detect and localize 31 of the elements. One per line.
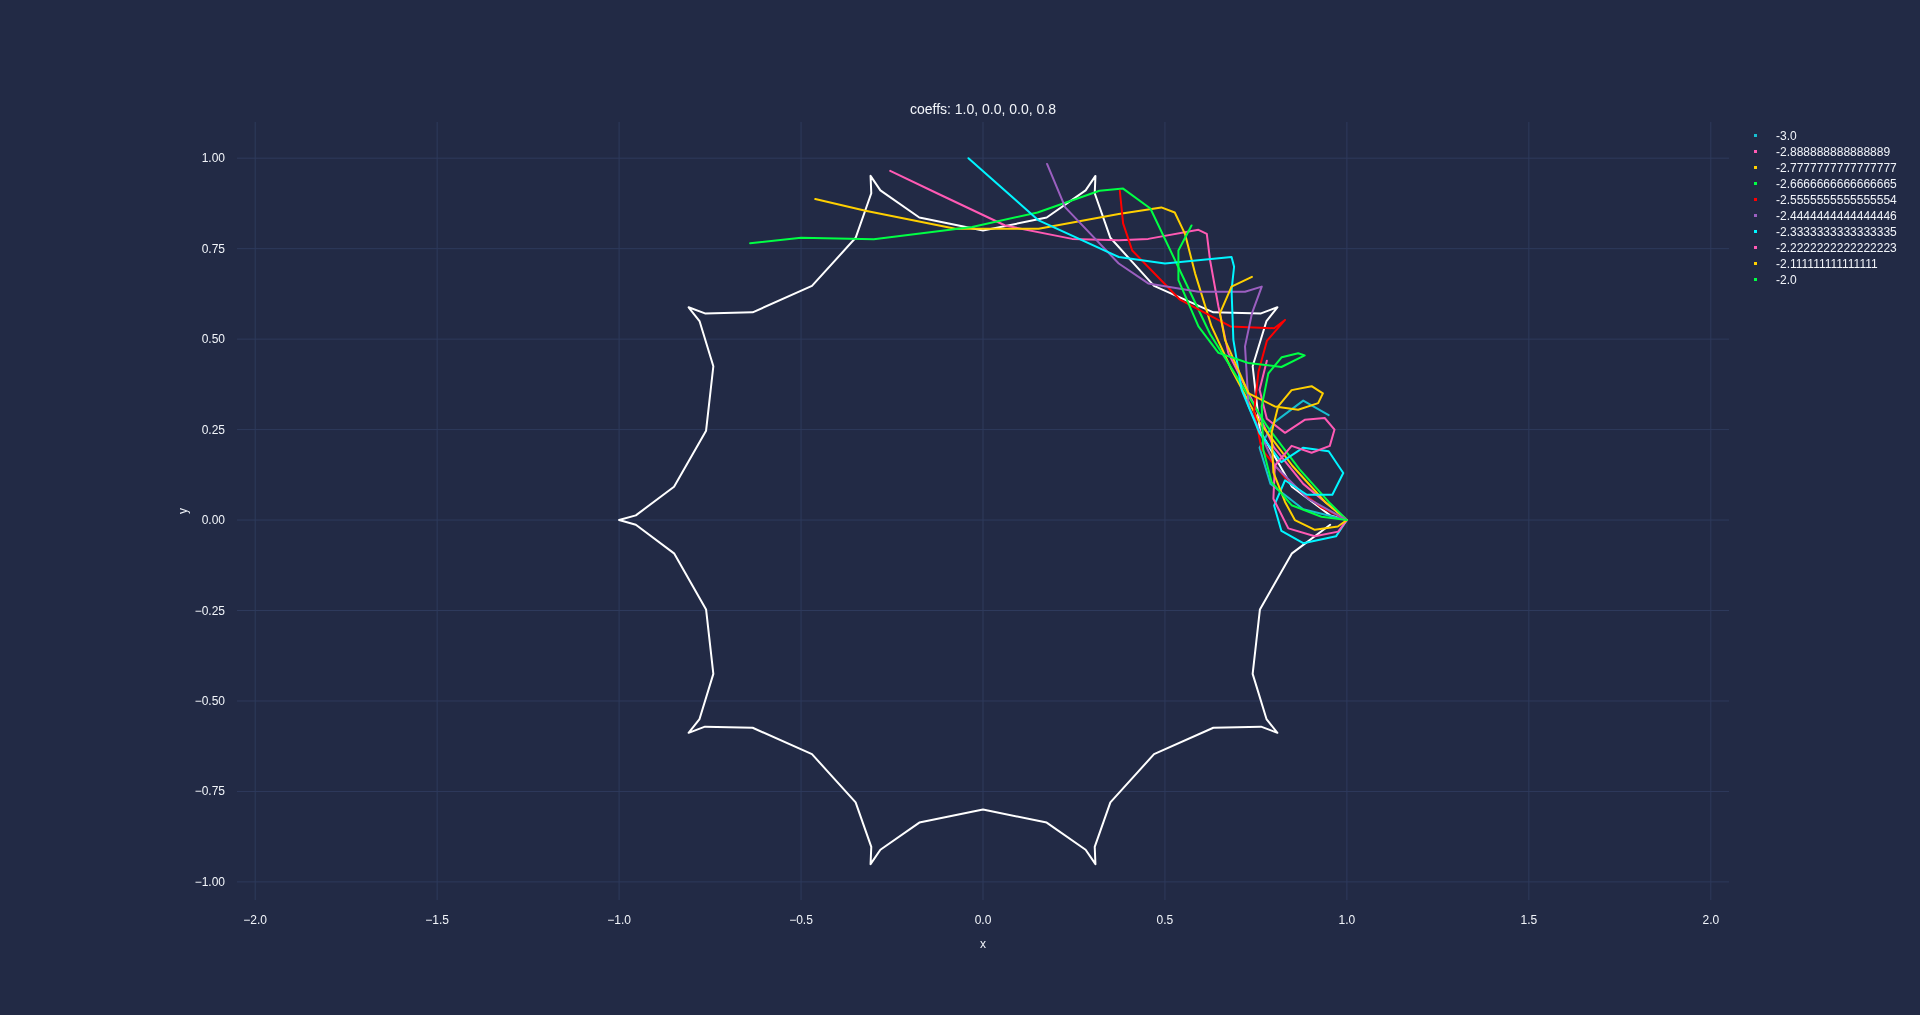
- y-tick-label: −0.25: [194, 603, 226, 618]
- x-tick-label: −2.0: [243, 913, 268, 927]
- x-tick-label: 0.0: [974, 913, 992, 927]
- y-tick-label: −1.00: [194, 874, 226, 889]
- y-tick-label: −0.50: [194, 693, 226, 708]
- y-tick-label: −0.75: [194, 784, 226, 799]
- y-tick-label: 0.00: [201, 513, 226, 528]
- legend-label: -2.2222222222222223: [1776, 241, 1898, 255]
- legend-label: -3.0: [1776, 129, 1797, 143]
- legend-label: -2.111111111111111: [1776, 257, 1878, 271]
- y-axis-title: y: [176, 508, 190, 514]
- y-tick-label: 0.50: [201, 332, 226, 347]
- y-tick-label: 1.00: [201, 151, 226, 166]
- legend-label: -2.0: [1776, 273, 1797, 287]
- y-tick-label: 0.25: [201, 422, 226, 437]
- y-tick-label: 0.75: [201, 241, 226, 256]
- legend-label: -2.7777777777777777: [1776, 161, 1898, 175]
- x-tick-label: −0.5: [789, 913, 814, 927]
- legend-label: -2.888888888888889: [1776, 145, 1891, 159]
- x-tick-label: 2.0: [1702, 913, 1720, 927]
- x-tick-label: −1.0: [607, 913, 632, 927]
- legend-label: -2.3333333333333335: [1776, 225, 1898, 239]
- legend-label: -2.4444444444444446: [1776, 209, 1898, 223]
- x-tick-label: −1.5: [425, 913, 450, 927]
- legend-label: -2.5555555555555554: [1776, 193, 1898, 207]
- x-tick-label: 1.0: [1338, 913, 1356, 927]
- x-tick-label: 0.5: [1156, 913, 1174, 927]
- x-axis-title: x: [980, 937, 986, 951]
- legend-label: -2.6666666666666665: [1776, 177, 1898, 191]
- chart-title: coeffs: 1.0, 0.0, 0.0, 0.8: [909, 101, 1057, 117]
- x-tick-label: 1.5: [1520, 913, 1538, 927]
